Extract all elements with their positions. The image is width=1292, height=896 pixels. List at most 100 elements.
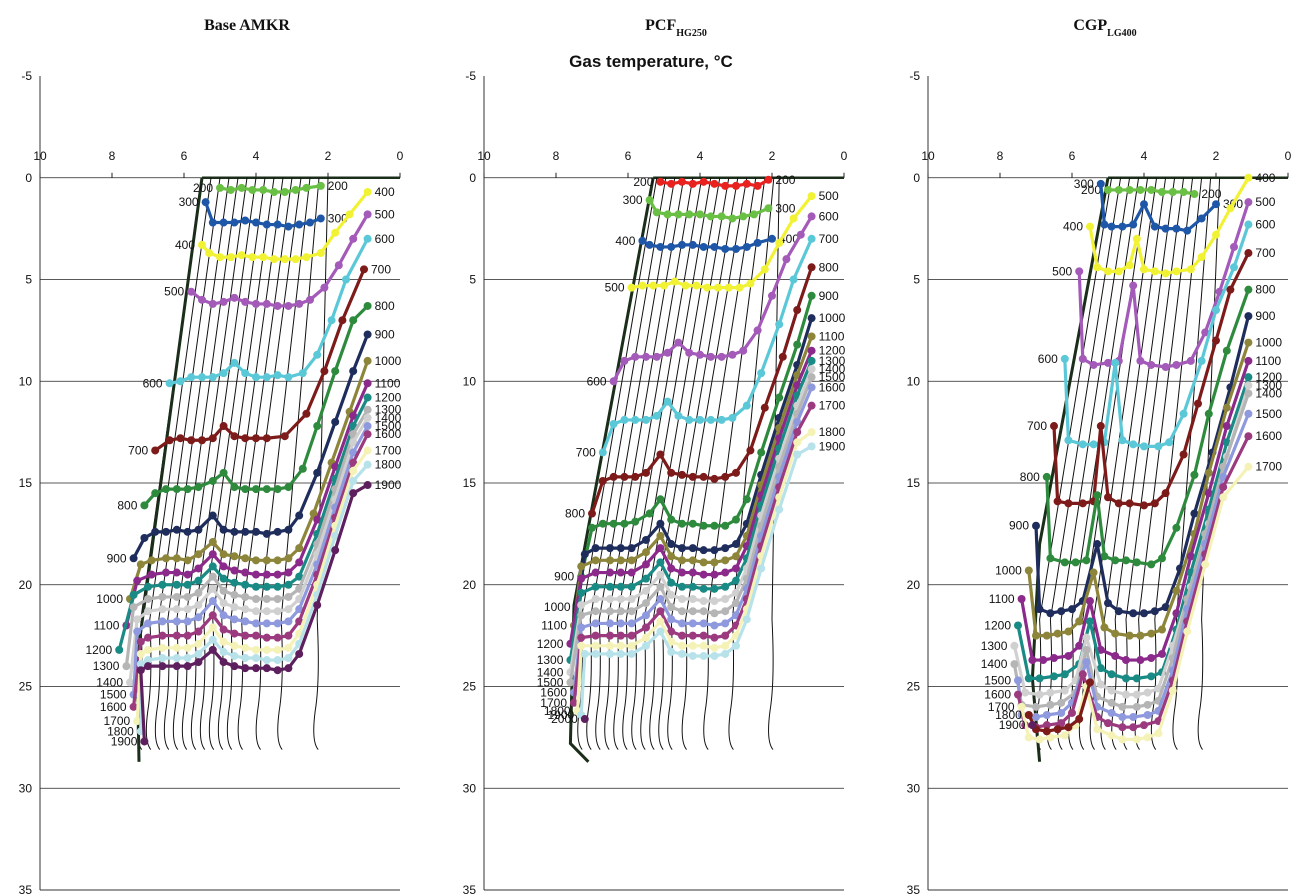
data-point [241,617,250,626]
contour-label-right: 1400 [375,411,402,425]
data-point [793,340,802,349]
data-point [645,509,654,518]
data-point [1028,721,1037,730]
data-point [721,181,730,190]
data-point [219,562,228,571]
data-point [349,234,358,243]
contour-label-right: 600 [375,232,395,246]
data-point [710,609,719,618]
data-point [1039,656,1048,665]
data-point [1042,727,1051,736]
contour-label-right: 1000 [1255,336,1282,350]
data-point [742,242,751,251]
data-point [598,476,607,485]
data-point [208,623,217,632]
data-point [230,603,239,612]
data-point [710,633,719,642]
data-point [807,314,816,323]
data-point [627,568,636,577]
data-point [591,582,600,591]
data-point [219,468,228,477]
data-point [252,645,260,654]
data-point [208,538,217,547]
data-point [219,369,228,378]
data-point [208,611,217,620]
data-point [1190,470,1199,479]
contour-label-left: 1500 [984,673,1011,687]
data-point [208,562,217,571]
data-point [176,377,185,386]
data-point [1024,710,1033,719]
data-point [660,281,668,290]
data-point [338,316,347,325]
data-point [1060,558,1069,567]
data-point [1032,702,1040,711]
data-point [1057,708,1066,717]
data-point [252,570,260,579]
data-point [692,281,701,290]
data-point [631,517,640,526]
data-point [313,515,322,524]
data-point [1197,356,1206,365]
data-point [1050,422,1058,431]
data-point [273,485,282,494]
data-point [706,352,715,361]
data-point [216,253,224,262]
data-point [316,214,325,223]
isoline [181,177,248,750]
data-point [667,242,676,251]
isoline [163,177,230,750]
data-point [1050,654,1058,663]
data-point [198,240,206,249]
data-point [1096,664,1105,673]
data-point [1125,261,1134,270]
data-point [1060,354,1069,363]
data-point [1222,346,1231,355]
data-point [1064,627,1073,636]
data-point [237,183,246,192]
data-point [262,220,271,229]
data-point [262,529,271,538]
contour-label-right: 800 [819,260,839,274]
data-point [230,552,239,561]
data-point [732,181,740,190]
data-point [151,489,160,498]
data-point [807,346,816,355]
data-point [642,415,650,424]
data-point [598,448,607,457]
x-tick-label: 10 [921,149,935,163]
data-point [667,590,676,599]
data-point [1014,690,1022,699]
data-point [1244,285,1253,294]
data-point [313,468,322,477]
data-point [219,586,228,595]
data-point [183,527,192,536]
data-point [226,253,235,262]
data-point [1161,603,1170,612]
isoline [681,177,757,750]
contour-label-left: 1800 [995,708,1022,722]
data-point [732,564,740,573]
data-point [219,658,228,667]
data-point [1143,710,1152,719]
data-point [172,662,181,671]
data-point [1086,597,1094,606]
data-point [1150,267,1159,276]
data-point [706,415,715,424]
data-point [652,352,661,361]
data-point [1158,649,1166,658]
y-tick-label: -5 [21,69,32,83]
data-point [1244,338,1253,347]
data-point [793,450,802,459]
contour-label-left: 1100 [989,592,1015,606]
y-tick-label: 30 [907,781,921,795]
chart-title: PCFHG250 [645,17,707,39]
data-point [721,244,730,253]
data-point [1046,700,1055,709]
data-point [678,544,686,553]
data-point [144,662,152,671]
data-point [627,594,636,603]
data-point [1222,403,1231,412]
data-point [1060,731,1069,740]
data-point [717,212,726,221]
